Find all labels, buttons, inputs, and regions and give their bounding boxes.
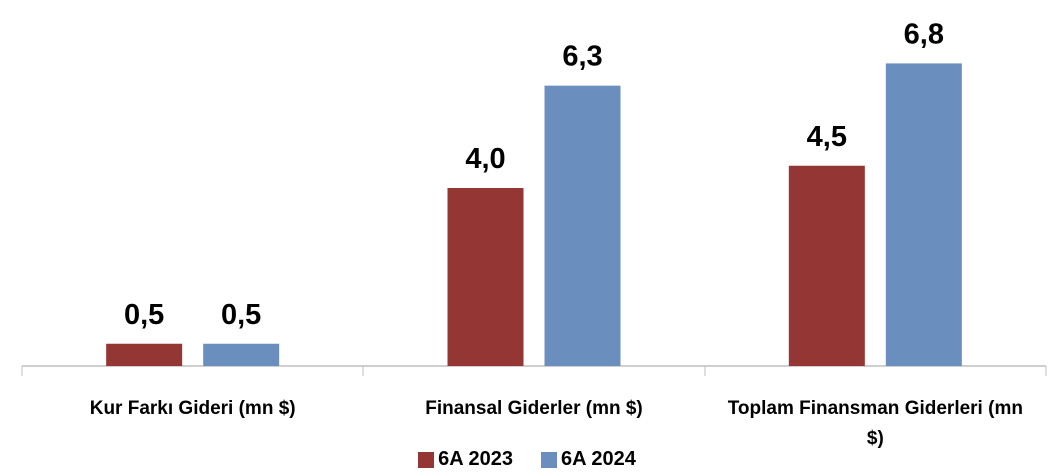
legend-item: 6A 2024 <box>541 448 636 471</box>
legend-swatch <box>418 451 435 468</box>
value-label: 0,5 <box>221 299 261 331</box>
bar <box>885 63 962 367</box>
legend-swatch <box>541 451 557 468</box>
x-tick-label: Finansal Giderler (mn $) <box>425 398 643 419</box>
legend-item: 6A 2023 <box>418 448 513 471</box>
value-label: 4,0 <box>465 143 505 175</box>
bar <box>788 165 865 366</box>
value-label: 4,5 <box>807 121 847 153</box>
bar <box>203 343 280 366</box>
x-tick-label: Toplam Finansman Giderleri (mn $) <box>727 398 1023 449</box>
value-label: 6,8 <box>904 18 944 50</box>
legend-label: 6A 2023 <box>438 448 513 470</box>
x-tick-label: Kur Farkı Gideri (mn $) <box>89 398 296 419</box>
legend: 6A 2023 6A 2024 <box>0 448 1054 471</box>
value-label: 0,5 <box>124 299 164 331</box>
bar <box>544 85 621 367</box>
bar <box>447 188 524 366</box>
bar <box>106 343 183 366</box>
legend-label: 6A 2024 <box>561 448 636 470</box>
value-label: 6,3 <box>562 41 602 73</box>
